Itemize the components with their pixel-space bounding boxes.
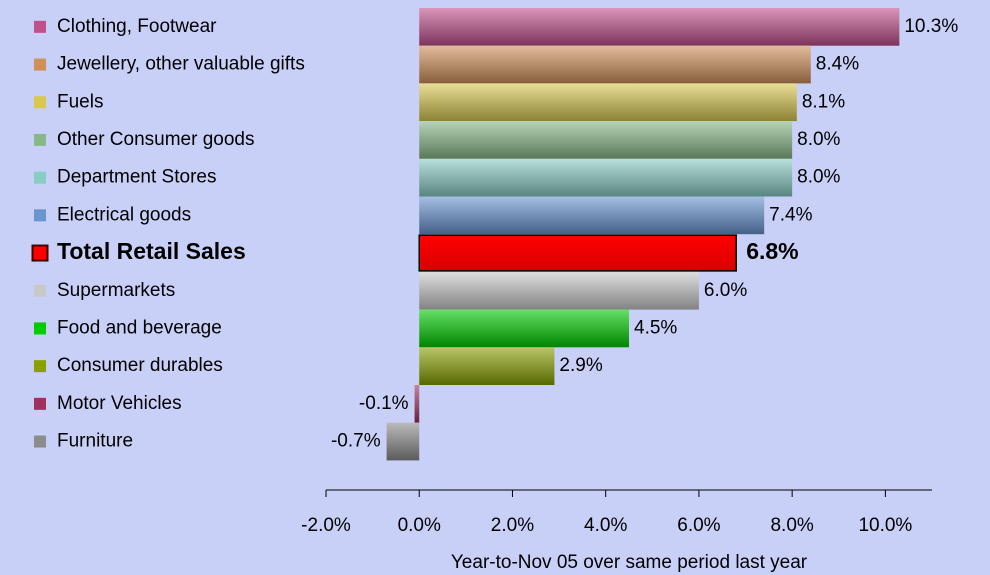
legend-label: Motor Vehicles xyxy=(57,393,182,414)
bar xyxy=(419,83,797,122)
legend-swatch xyxy=(34,20,46,33)
x-tick-label: 10.0% xyxy=(858,515,912,536)
legend-swatch xyxy=(31,244,49,262)
value-label: 7.4% xyxy=(769,204,812,225)
bar xyxy=(419,271,699,310)
legend-label: Department Stores xyxy=(57,167,216,188)
legend-swatch xyxy=(34,435,46,448)
bar xyxy=(419,196,765,235)
x-tick-label: 6.0% xyxy=(677,515,720,536)
x-tick-label: 8.0% xyxy=(770,515,813,536)
bar xyxy=(414,385,420,423)
legend-swatch xyxy=(34,171,46,184)
legend-swatch xyxy=(34,397,46,410)
legend-swatch xyxy=(34,360,46,373)
legend-swatch xyxy=(34,322,46,335)
legend-label: Food and beverage xyxy=(57,317,222,338)
bar xyxy=(419,121,793,159)
legend-label: Jewellery, other valuable gifts xyxy=(57,54,305,75)
value-label: 6.0% xyxy=(704,280,747,301)
value-label: -0.1% xyxy=(359,393,409,414)
legend-swatch xyxy=(34,58,46,71)
legend-label: Furniture xyxy=(57,431,133,452)
x-tick-label: -2.0% xyxy=(301,515,351,536)
legend-swatch xyxy=(34,96,46,109)
value-label: -0.7% xyxy=(331,431,381,452)
bar xyxy=(419,309,629,348)
bar xyxy=(386,422,420,461)
value-label: 6.8% xyxy=(746,238,798,264)
bar xyxy=(419,347,555,385)
legend-label: Consumer durables xyxy=(57,355,223,376)
legend-label: Total Retail Sales xyxy=(57,238,246,264)
value-label: 4.5% xyxy=(634,317,677,338)
legend-label: Electrical goods xyxy=(57,204,191,225)
legend-swatch xyxy=(34,209,46,222)
legend-label: Clothing, Footwear xyxy=(57,16,217,37)
bar xyxy=(419,45,811,84)
legend-label: Fuels xyxy=(57,91,103,112)
x-axis-label: Year-to-Nov 05 over same period last yea… xyxy=(451,552,808,573)
x-tick-label: 2.0% xyxy=(491,515,534,536)
value-label: 8.0% xyxy=(797,167,840,188)
bar xyxy=(419,8,900,46)
legend-swatch xyxy=(34,284,46,297)
legend-label: Other Consumer goods xyxy=(57,129,255,150)
value-label: 8.1% xyxy=(802,91,845,112)
bar xyxy=(418,234,737,272)
value-label: 8.4% xyxy=(816,54,859,75)
legend-swatch xyxy=(34,133,46,146)
value-label: 8.0% xyxy=(797,129,840,150)
legend-label: Supermarkets xyxy=(57,280,175,301)
x-tick-label: 4.0% xyxy=(584,515,627,536)
x-tick-label: 0.0% xyxy=(398,515,441,536)
bar xyxy=(419,158,793,197)
value-label: 2.9% xyxy=(559,355,602,376)
value-label: 10.3% xyxy=(904,16,958,37)
